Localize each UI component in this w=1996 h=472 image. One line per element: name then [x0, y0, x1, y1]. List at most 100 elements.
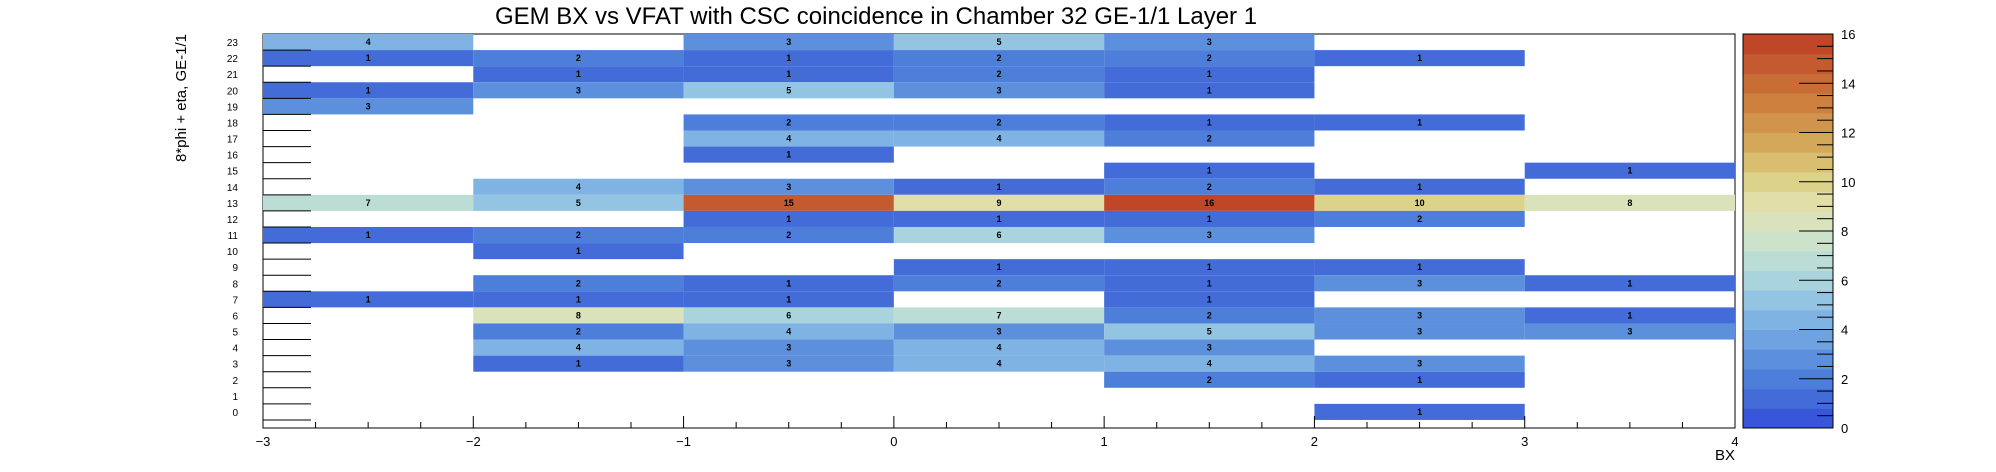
cell-value-label: 3 — [1417, 359, 1422, 369]
heatmap-cell — [683, 210, 894, 227]
cell-value-label: 3 — [1417, 327, 1422, 337]
heatmap-cell — [893, 178, 1105, 195]
cell-value-label: 4 — [996, 359, 1001, 369]
heatmap-cell — [473, 50, 684, 67]
cell-value-label: 1 — [366, 294, 371, 304]
cell-value-label: 1 — [1627, 166, 1632, 176]
color-scale-ticks: 0 2 4 6 8 10 12 14 16 — [1799, 27, 1855, 436]
cell-value-label: 4 — [786, 134, 791, 144]
heatmap-cell — [683, 194, 894, 211]
cell-value-label: 1 — [1207, 294, 1212, 304]
cell-value-label: 1 — [366, 85, 371, 95]
heatmap-cell — [1314, 403, 1525, 420]
heatmap-cell — [1104, 50, 1315, 67]
heatmap-cell — [473, 226, 684, 244]
cell-value-label: 9 — [996, 198, 1001, 208]
cell-value-label: 1 — [1627, 278, 1632, 288]
y-tick-label: 16 — [227, 151, 239, 162]
y-tick-label: 1 — [232, 392, 238, 403]
cell-value-label: 1 — [786, 69, 791, 79]
cell-value-label: 6 — [786, 310, 791, 320]
cell-value-label: 1 — [1417, 407, 1422, 417]
cell-value-label: 4 — [366, 37, 371, 47]
heatmap-cell — [893, 307, 1105, 324]
heatmap-cell-labels: 4 3 5 31 2 1 2 2 11 1 2 11 3 5 3 132 2 1 14 4 211 14 3 1 2 17 5 15 9… — [366, 37, 1633, 417]
heatmap-cell — [1314, 371, 1525, 388]
heatmap-cell — [1104, 82, 1315, 99]
y-tick-label: 12 — [227, 215, 239, 226]
cell-value-label: 3 — [786, 182, 791, 192]
cell-value-label: 8 — [576, 310, 581, 320]
heatmap-cell — [683, 130, 894, 147]
heatmap-cell — [683, 291, 894, 308]
heatmap-cell — [683, 339, 894, 356]
color-scale-label: 4 — [1841, 323, 1848, 338]
x-tick-label: 2 — [1311, 434, 1318, 449]
heatmap-cell — [893, 66, 1105, 83]
heatmap-cell — [1104, 259, 1315, 276]
heatmap-cell — [473, 275, 684, 292]
heatmap-cell — [893, 226, 1105, 244]
heatmap-cell — [893, 339, 1105, 356]
color-scale-label: 2 — [1841, 372, 1848, 387]
heatmap-cell — [473, 178, 684, 195]
y-tick-label: 15 — [227, 167, 239, 178]
y-tick-label: 11 — [228, 231, 239, 242]
color-scale-band — [1743, 171, 1833, 193]
cell-value-label: 8 — [1627, 198, 1632, 208]
heatmap-cell — [683, 307, 894, 324]
heatmap-cell — [1104, 291, 1315, 308]
heatmap-cells — [263, 34, 1735, 420]
cell-value-label: 2 — [996, 69, 1001, 79]
cell-value-label: 3 — [1627, 327, 1632, 337]
y-tick-label: 5 — [232, 328, 238, 339]
heatmap-cell — [1104, 307, 1315, 324]
x-tick-label: −1 — [676, 434, 691, 449]
heatmap-cell — [263, 34, 474, 51]
cell-value-label: 6 — [996, 230, 1001, 240]
y-tick-label: 2 — [232, 376, 238, 387]
color-scale-band — [1743, 270, 1833, 291]
y-tick-label: 0 — [232, 408, 238, 419]
heatmap-cell — [683, 323, 894, 340]
cell-value-label: 1 — [996, 262, 1001, 272]
cell-value-label: 5 — [996, 37, 1001, 47]
x-tick-label: −3 — [256, 434, 271, 449]
cell-value-label: 2 — [576, 327, 581, 337]
color-scale-band — [1743, 34, 1833, 55]
color-scale-label: 8 — [1841, 224, 1848, 239]
heatmap-cell — [473, 355, 684, 372]
heatmap-cell — [473, 291, 684, 308]
y-tick-label: 19 — [227, 102, 239, 113]
cell-value-label: 3 — [996, 327, 1001, 337]
cell-value-label: 3 — [366, 101, 371, 111]
color-scale-band — [1743, 211, 1833, 232]
y-tick-label: 3 — [232, 360, 238, 371]
color-scale-band — [1743, 53, 1833, 74]
cell-value-label: 2 — [996, 117, 1001, 127]
y-tick-label: 22 — [227, 54, 239, 65]
heatmap-cell — [893, 194, 1105, 211]
heatmap-cell — [1104, 178, 1315, 195]
heatmap-cell — [473, 82, 684, 99]
heatmap-cell — [893, 355, 1105, 372]
cell-value-label: 4 — [576, 182, 581, 192]
cell-value-label: 3 — [786, 343, 791, 353]
heatmap-cell — [893, 82, 1105, 99]
cell-value-label: 5 — [1207, 327, 1212, 337]
heatmap-cell — [1314, 323, 1525, 340]
heatmap-cell — [1524, 307, 1735, 324]
heatmap-cell — [473, 307, 684, 324]
heatmap-cell — [683, 66, 894, 83]
heatmap-cell — [683, 275, 894, 292]
color-scale-label: 10 — [1841, 175, 1855, 190]
color-scale-band — [1743, 191, 1833, 212]
cell-value-label: 1 — [1207, 214, 1212, 224]
cell-value-label: 1 — [1627, 310, 1632, 320]
cell-value-label: 16 — [1204, 198, 1214, 208]
color-scale-band — [1743, 349, 1833, 370]
heatmap-cell — [1314, 275, 1525, 292]
cell-value-label: 2 — [786, 230, 791, 240]
heatmap-cell — [683, 178, 894, 195]
